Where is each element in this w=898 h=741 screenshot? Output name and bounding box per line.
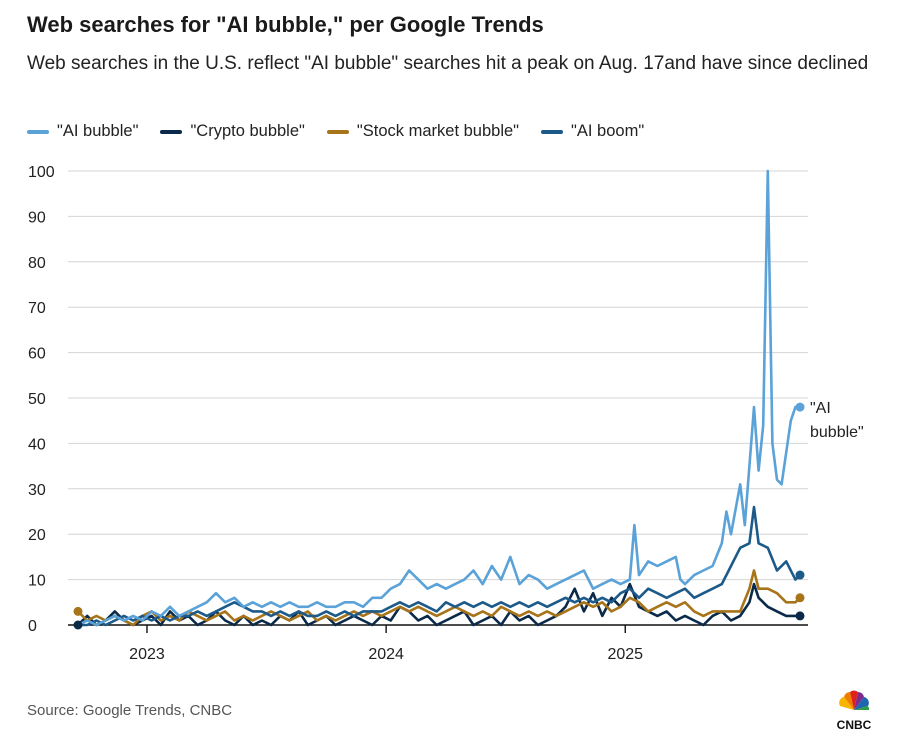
series-line-ai-bubble — [76, 169, 802, 627]
x-axis-ticks: 2023 2024 2025 — [129, 625, 643, 663]
cnbc-logo-text: CNBC — [837, 718, 872, 732]
y-tick-label-40: 40 — [28, 436, 46, 453]
series-lines — [76, 169, 802, 627]
y-tick-label-20: 20 — [28, 527, 46, 544]
legend-swatch-ai-bubble — [27, 129, 49, 134]
y-tick-label-100: 100 — [28, 164, 55, 181]
chart-title: Web searches for "AI bubble," per Google… — [27, 12, 544, 37]
legend-label-ai-boom: "AI boom" — [571, 122, 645, 140]
y-tick-label-70: 70 — [28, 300, 46, 317]
end-marker-stock-market-bubble — [795, 593, 805, 603]
gridlines — [68, 170, 808, 626]
x-tick-label-2023: 2023 — [129, 646, 165, 663]
series-line-stock-market-bubble — [76, 569, 802, 627]
y-tick-label-30: 30 — [28, 482, 46, 499]
legend-label-ai-bubble: "AI bubble" — [57, 122, 139, 140]
legend-item-ai-bubble: "AI bubble" — [27, 122, 138, 141]
legend-swatch-crypto-bubble — [160, 129, 183, 134]
end-marker-crypto-bubble — [795, 611, 805, 621]
legend-label-stock-market-bubble: "Stock market bubble" — [356, 122, 520, 140]
end-label-line1: "AI — [810, 400, 831, 417]
y-tick-label-90: 90 — [28, 209, 46, 226]
end-label-line2: bubble" — [810, 424, 864, 441]
y-tick-label-60: 60 — [28, 346, 46, 363]
start-marker-crypto-bubble — [73, 620, 83, 630]
x-tick-label-2024: 2024 — [368, 646, 404, 663]
x-tick-label-2025: 2025 — [607, 646, 643, 663]
legend-swatch-stock-market-bubble — [326, 129, 349, 134]
end-marker-ai-boom — [795, 570, 805, 580]
series-line-ai-boom — [76, 505, 802, 627]
legend-label-crypto-bubble: "Crypto bubble" — [190, 122, 305, 140]
legend-item-ai-boom: "AI boom" — [541, 122, 644, 141]
legend-swatch-ai-boom — [541, 129, 564, 134]
y-tick-label-0: 0 — [28, 618, 37, 635]
cnbc-logo: CNBC — [837, 690, 872, 732]
y-tick-label-80: 80 — [28, 255, 46, 272]
series-line-crypto-bubble — [76, 582, 802, 627]
y-tick-label-50: 50 — [28, 391, 46, 408]
y-axis-tick-labels: 0 10 20 30 40 50 60 70 80 90 100 — [28, 164, 55, 635]
legend: "AI bubble" "Crypto bubble" "Stock marke… — [27, 122, 666, 141]
legend-item-crypto-bubble: "Crypto bubble" — [160, 122, 305, 141]
legend-item-stock-market-bubble: "Stock market bubble" — [326, 122, 520, 141]
start-marker-stock-market-bubble — [73, 606, 83, 616]
series-end-markers — [73, 402, 805, 630]
end-marker-ai-bubble — [795, 402, 805, 412]
source-note: Source: Google Trends, CNBC — [27, 702, 233, 719]
y-tick-label-10: 10 — [28, 573, 46, 590]
chart-subtitle: Web searches in the U.S. reflect "AI bub… — [27, 53, 869, 74]
